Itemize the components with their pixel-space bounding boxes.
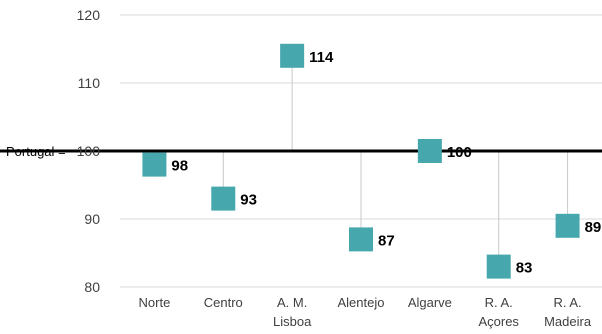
x-tick-label: Alentejo xyxy=(338,295,385,310)
y-axis-ticks: 80 90 100 110 120 xyxy=(77,7,101,295)
x-tick-label: Açores xyxy=(478,314,519,329)
data-label: 93 xyxy=(240,192,257,209)
data-label: 114 xyxy=(309,49,334,66)
data-marker xyxy=(486,254,511,279)
x-tick-label: Madeira xyxy=(544,314,592,329)
data-label: 89 xyxy=(585,219,602,236)
data-label: 98 xyxy=(171,158,188,175)
x-tick-label: Norte xyxy=(139,295,171,310)
data-marker xyxy=(211,186,236,211)
marker-layer xyxy=(142,43,580,279)
y-tick-label: 110 xyxy=(78,75,101,91)
x-tick-label: R. A. xyxy=(553,295,581,310)
data-marker xyxy=(142,152,167,177)
x-tick-label: Lisboa xyxy=(273,314,312,329)
y-tick-label: 100 xyxy=(77,143,101,159)
baseline-layer: Portugal = xyxy=(0,144,602,159)
data-label: 87 xyxy=(378,232,395,249)
data-marker xyxy=(349,227,373,252)
y-tick-label: 90 xyxy=(84,211,100,227)
grid-layer xyxy=(120,14,602,288)
data-marker xyxy=(280,43,305,68)
data-label: 100 xyxy=(447,144,472,161)
data-label: 83 xyxy=(516,260,533,277)
y-tick-label: 80 xyxy=(84,279,100,295)
baseline-label: Portugal = xyxy=(6,144,66,159)
y-tick-label: 120 xyxy=(77,7,101,23)
data-marker xyxy=(555,213,580,238)
x-tick-label: Centro xyxy=(204,295,243,310)
x-axis-ticks: Norte Centro A. M. Lisboa Alentejo Algarve R. … xyxy=(139,295,592,329)
data-marker xyxy=(417,139,442,163)
data-labels: 98 93 114 87 100 83 89 xyxy=(171,49,601,277)
x-tick-label: R. A. xyxy=(485,295,513,310)
x-tick-label: Algarve xyxy=(408,295,452,310)
x-tick-label: A. M. xyxy=(277,295,307,310)
